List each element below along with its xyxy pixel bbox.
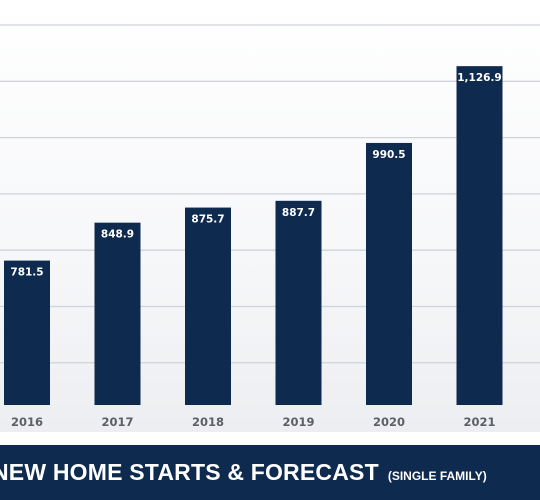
x-tick-label-2018: 2018 [192, 415, 224, 429]
bar-2018 [185, 207, 231, 405]
chart-title: NEW HOME STARTS & FORECAST [0, 459, 379, 485]
bar-2019 [275, 200, 322, 405]
bar-2017 [94, 222, 141, 405]
chart-subtitle: (SINGLE FAMILY) [387, 468, 487, 483]
value-label-2020: 990.5 [372, 149, 405, 161]
value-label-2019: 887.7 [282, 207, 315, 219]
value-label-2016: 781.5 [10, 267, 43, 279]
bar-2021 [456, 66, 503, 406]
x-tick-label-2020: 2020 [373, 415, 405, 429]
value-label-2017: 848.9 [101, 229, 134, 241]
plot-area: 781.5 2016 848.9 2017 875.7 2018 887.7 2019 990.… [0, 0, 540, 432]
title-band: NEW HOME STARTS & FORECAST (SINGLE FAMIL… [0, 445, 540, 500]
value-label-2021: 1,126.9 [457, 72, 502, 84]
bar-2016 [4, 260, 50, 405]
x-tick-label-2016: 2016 [11, 415, 43, 429]
bar-2020 [366, 142, 412, 405]
value-label-2018: 875.7 [191, 214, 224, 226]
x-tick-label-2021: 2021 [463, 415, 495, 429]
bar-chart: 781.5 2016 848.9 2017 875.7 2018 887.7 2019 990.… [0, 24, 540, 429]
x-tick-label-2017: 2017 [101, 415, 133, 429]
x-tick-label-2019: 2019 [282, 415, 314, 429]
